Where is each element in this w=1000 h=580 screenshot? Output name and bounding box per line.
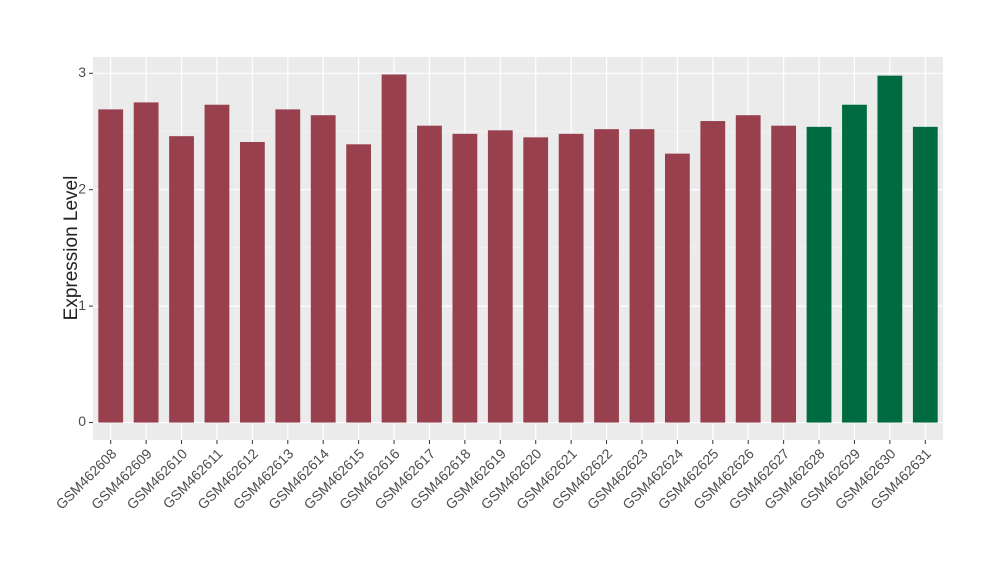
bar bbox=[487, 130, 513, 423]
bar bbox=[771, 125, 797, 423]
bar bbox=[877, 75, 903, 423]
bar bbox=[558, 133, 584, 423]
y-tick-label: 2 bbox=[78, 180, 86, 196]
bar bbox=[452, 133, 478, 423]
bar bbox=[629, 129, 655, 423]
bar bbox=[842, 104, 867, 423]
bar bbox=[594, 129, 619, 423]
y-tick-label: 0 bbox=[78, 413, 86, 429]
bar bbox=[275, 109, 301, 423]
bar bbox=[133, 102, 159, 423]
bar bbox=[169, 136, 194, 423]
bar bbox=[239, 141, 265, 423]
bar bbox=[204, 104, 230, 423]
panel-background bbox=[93, 57, 943, 440]
bar bbox=[310, 115, 336, 423]
bar bbox=[98, 109, 124, 423]
y-tick-label: 3 bbox=[78, 64, 86, 80]
y-axis-label: Expression Level bbox=[61, 176, 82, 321]
y-tick-label: 1 bbox=[78, 297, 86, 313]
bar bbox=[700, 121, 726, 423]
bar bbox=[664, 153, 690, 423]
bar bbox=[806, 126, 832, 423]
bar bbox=[735, 115, 761, 423]
bar bbox=[417, 125, 442, 423]
bar bbox=[523, 137, 549, 423]
bar bbox=[381, 74, 407, 423]
bar bbox=[912, 126, 938, 423]
bar bbox=[346, 144, 372, 423]
